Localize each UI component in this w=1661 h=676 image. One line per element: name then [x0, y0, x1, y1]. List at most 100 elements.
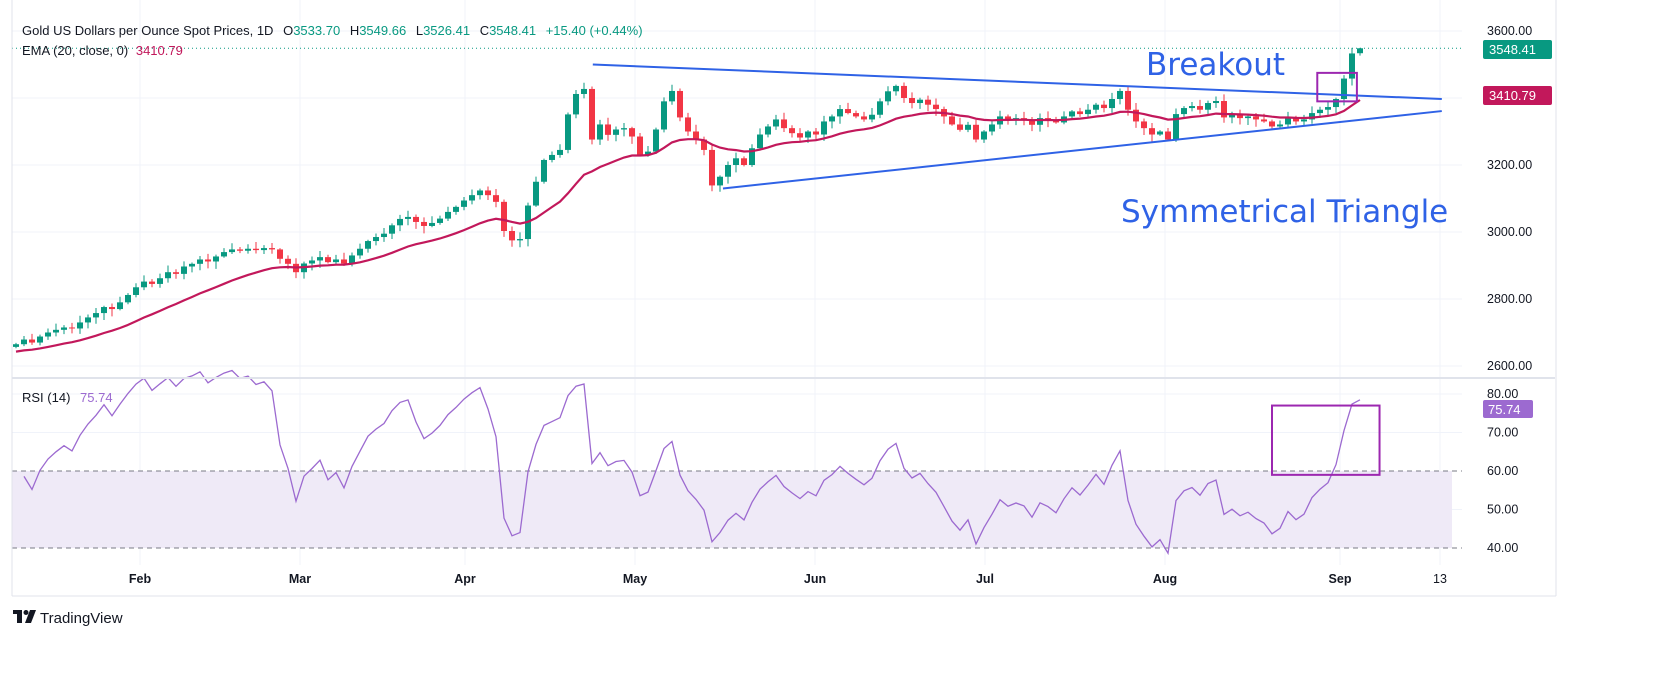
- candle: [357, 243, 363, 259]
- candle-body: [1285, 118, 1291, 125]
- candle-body: [557, 149, 563, 155]
- candle: [165, 265, 171, 283]
- price-axis[interactable]: 3600.00 3200.00 3000.00 2800.00 2600.00: [1487, 24, 1532, 373]
- candle: [957, 117, 963, 132]
- candle-body: [1117, 90, 1123, 100]
- high-value: 3549.66: [359, 23, 406, 38]
- candle: [1077, 107, 1083, 117]
- candle: [837, 105, 843, 124]
- candle-body: [245, 248, 251, 251]
- candle-body: [1133, 109, 1139, 122]
- candle-body: [765, 126, 771, 135]
- candle: [573, 89, 579, 119]
- candle-body: [877, 101, 883, 115]
- highlight-boxes[interactable]: [1271, 71, 1381, 476]
- candle: [765, 124, 771, 138]
- candle: [709, 144, 715, 192]
- ema-label: EMA (20, close, 0): [22, 43, 128, 58]
- candle-body: [325, 257, 331, 263]
- candle: [309, 256, 315, 271]
- candle: [13, 342, 19, 349]
- candle-body: [757, 134, 763, 149]
- candle-body: [173, 272, 179, 274]
- candle: [1325, 101, 1331, 116]
- candle: [37, 334, 43, 346]
- last-price-badge-text: 3548.41: [1489, 42, 1536, 57]
- candle-body: [645, 151, 651, 155]
- candle-body: [973, 124, 979, 140]
- candle: [213, 254, 219, 269]
- candle: [365, 239, 371, 253]
- candle: [61, 325, 67, 335]
- candle: [925, 95, 931, 112]
- candle: [853, 110, 859, 119]
- candle: [1181, 106, 1187, 117]
- rsi-line: [23, 369, 1361, 556]
- time-tick-label: Jun: [804, 572, 826, 586]
- candle-body: [1197, 106, 1203, 110]
- candle: [181, 261, 187, 280]
- candle-body: [829, 116, 835, 122]
- rsi-badge-text: 75.74: [1488, 402, 1521, 417]
- candle-body: [269, 248, 275, 250]
- trendlines[interactable]: [592, 63, 1442, 190]
- candle: [461, 197, 467, 211]
- candle-body: [981, 131, 987, 140]
- candle: [589, 86, 595, 145]
- candle: [893, 84, 899, 96]
- candle: [221, 248, 227, 258]
- candle: [869, 108, 875, 123]
- candle: [1037, 113, 1043, 132]
- candle-body: [1029, 119, 1035, 125]
- candle: [325, 254, 331, 264]
- candle-body: [1101, 104, 1107, 109]
- tradingview-logo[interactable]: TradingView: [13, 610, 123, 627]
- candle-body: [853, 113, 859, 117]
- candle: [93, 307, 99, 324]
- candle-body: [277, 249, 283, 259]
- candle: [1069, 110, 1075, 119]
- candle: [685, 112, 691, 136]
- time-axis[interactable]: Feb Mar Apr May Jun Jul Aug Sep 13: [129, 572, 1447, 586]
- candle: [477, 188, 483, 200]
- annotation-symmetrical-triangle[interactable]: Symmetrical Triangle: [1121, 194, 1448, 230]
- candle: [813, 128, 819, 141]
- candle: [429, 216, 435, 228]
- candle-body: [69, 327, 75, 329]
- candle-body: [349, 255, 355, 264]
- legend-rsi: RSI (14) 75.74: [22, 390, 113, 405]
- ema-line: [15, 99, 1361, 353]
- candle: [877, 98, 883, 119]
- candle: [1101, 100, 1107, 113]
- candle: [333, 254, 339, 264]
- symbol-title: Gold US Dollars per Ounce Spot Prices, 1…: [22, 23, 273, 38]
- candle: [485, 186, 491, 201]
- candle: [517, 232, 523, 248]
- candle-body: [1277, 124, 1283, 127]
- candle: [149, 279, 155, 288]
- candle-body: [749, 148, 755, 165]
- candle: [1149, 123, 1155, 142]
- trendline-lower: [722, 110, 1442, 190]
- candle: [565, 112, 571, 154]
- candle: [125, 293, 131, 305]
- candle: [621, 123, 627, 137]
- annotation-breakout[interactable]: Breakout: [1146, 47, 1285, 83]
- candle-body: [837, 109, 843, 117]
- candle-body: [365, 241, 371, 249]
- candle-body: [1037, 118, 1043, 125]
- candle-body: [501, 201, 507, 231]
- candle-body: [1125, 90, 1131, 110]
- candle: [525, 202, 531, 247]
- candle-body: [381, 233, 387, 238]
- candle: [757, 128, 763, 151]
- rsi-axis[interactable]: 80.00 70.00 60.00 50.00 40.00: [1487, 387, 1518, 555]
- low-value: 3526.41: [423, 23, 470, 38]
- candle-body: [493, 195, 499, 202]
- candle-body: [517, 239, 523, 241]
- candle: [773, 114, 779, 130]
- candle-body: [477, 190, 483, 196]
- candle: [717, 175, 723, 192]
- tradingview-logo-icon: [13, 610, 36, 623]
